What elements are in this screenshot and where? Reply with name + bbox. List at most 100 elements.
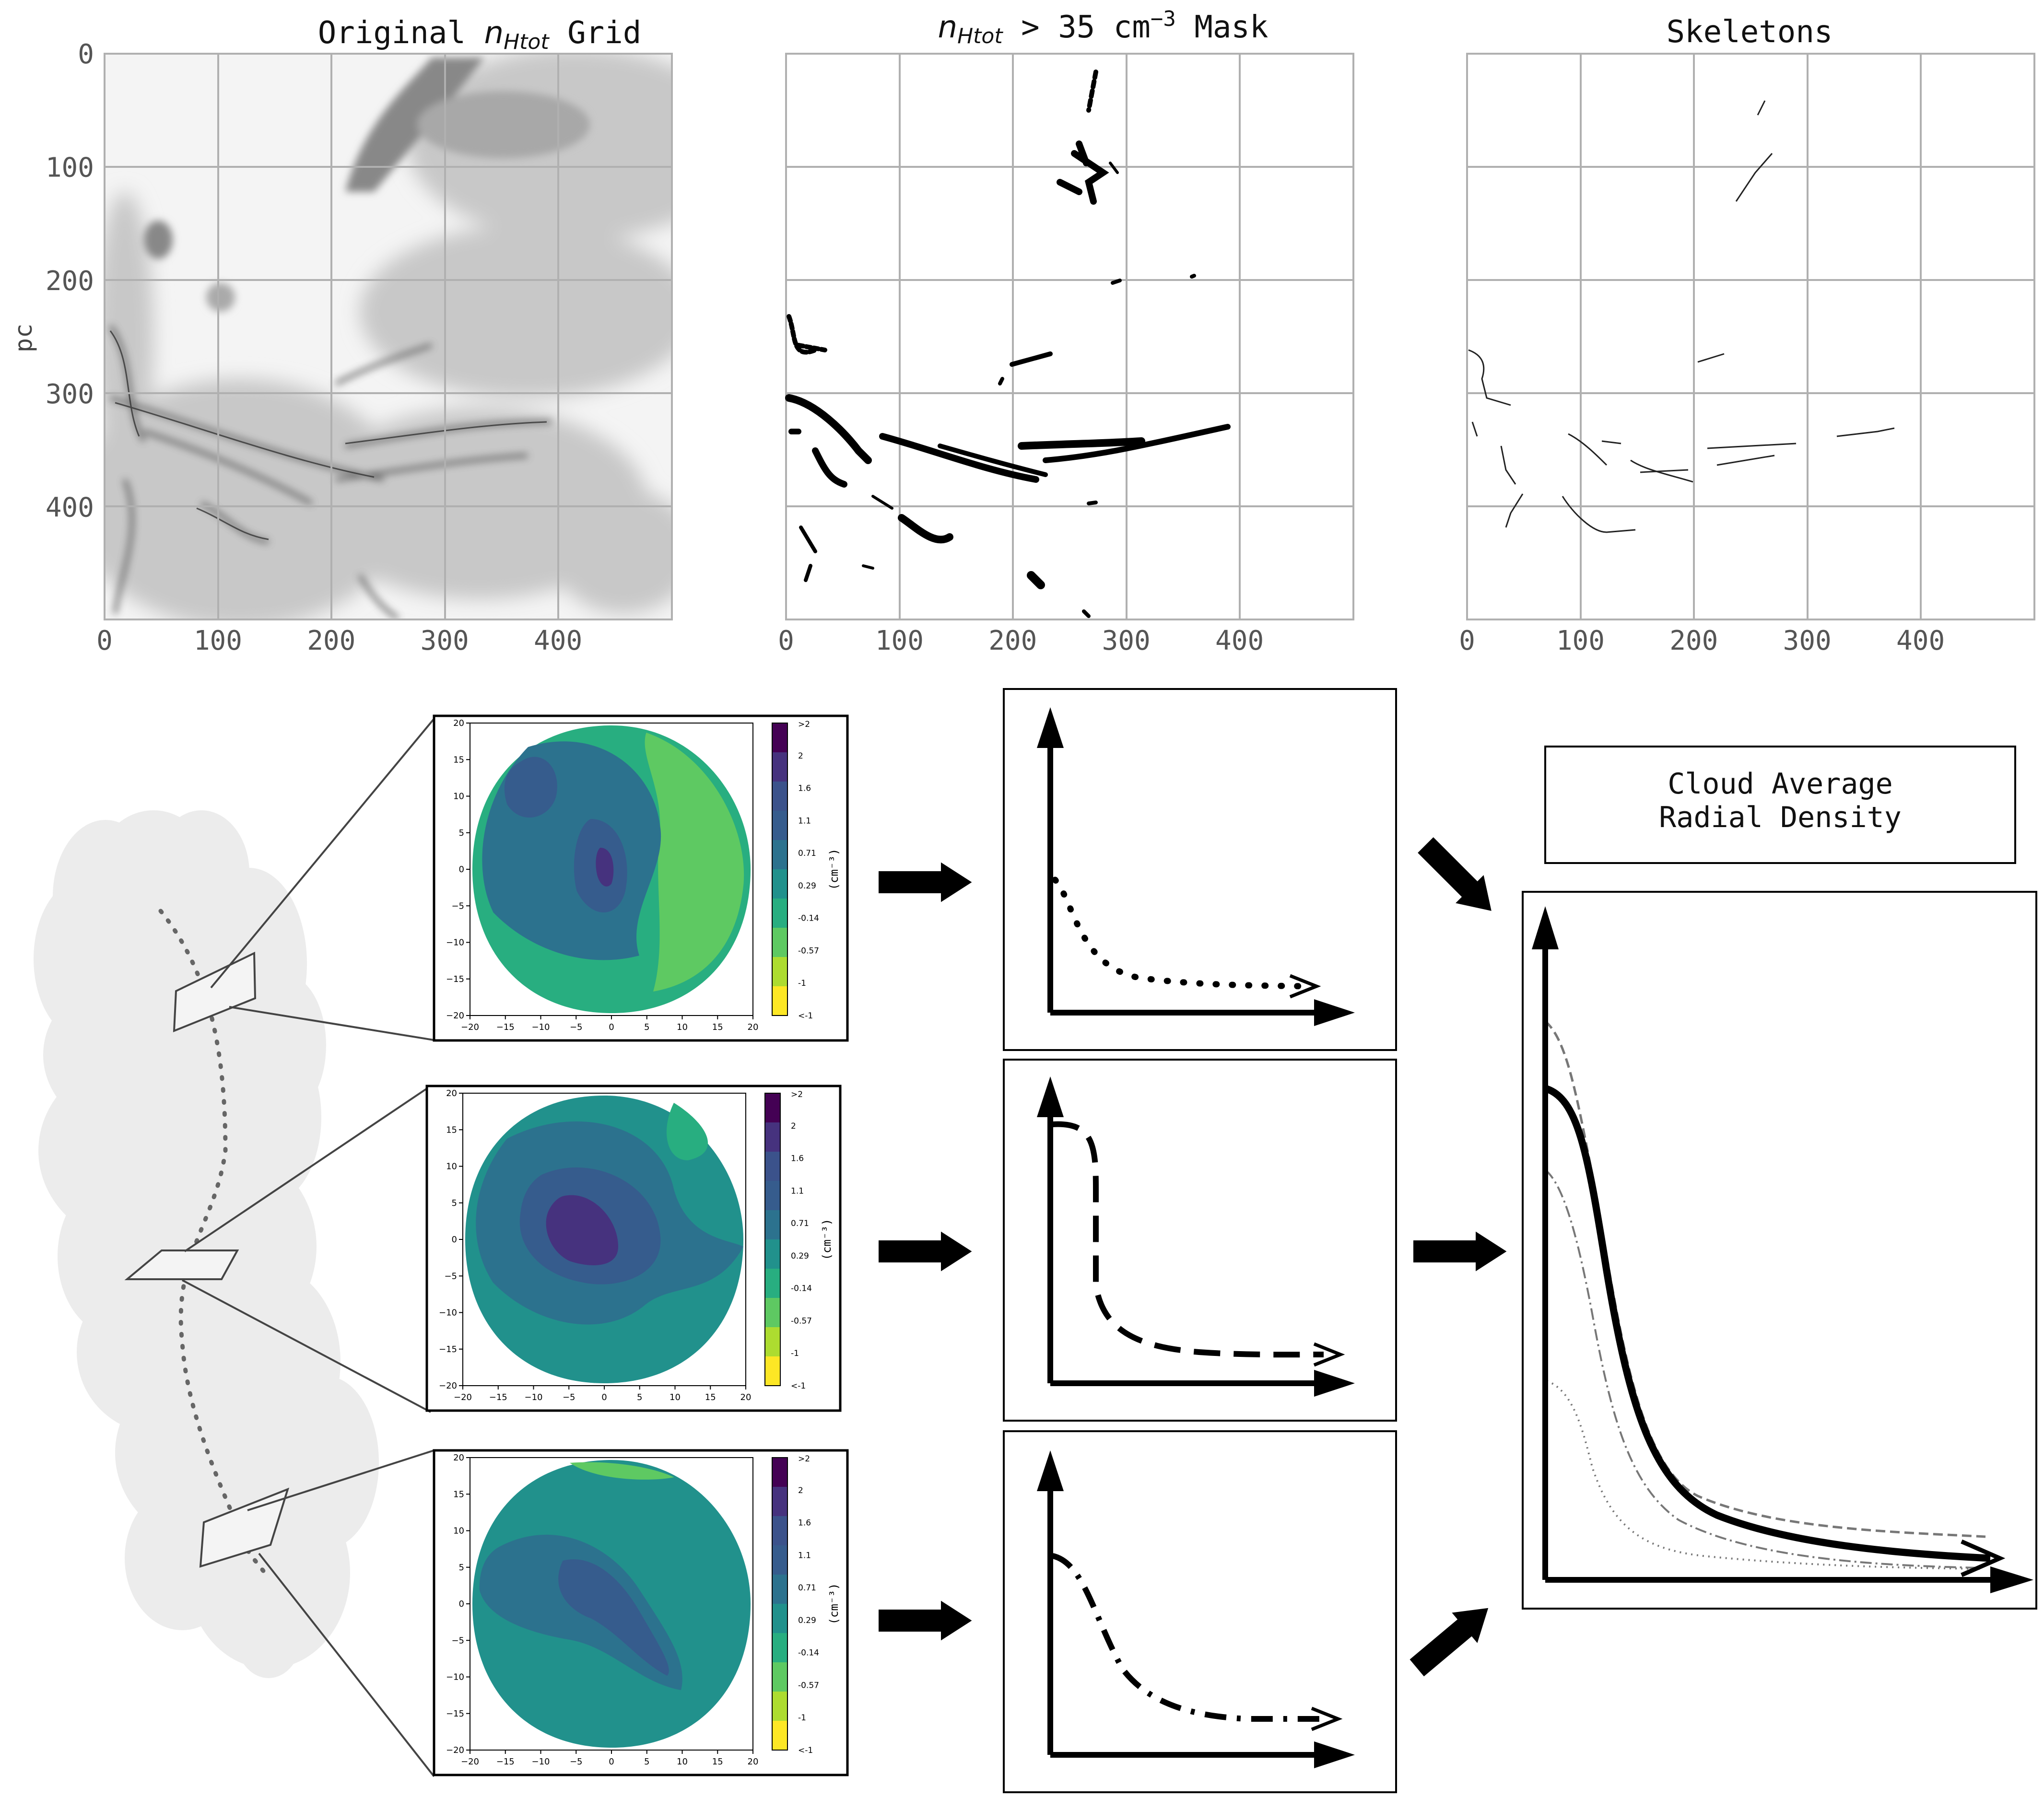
colorbar-swatch: [772, 957, 787, 987]
map-x-tick: 5: [644, 1022, 649, 1032]
profile-panel-dashed: [1003, 1059, 1397, 1422]
map-y-tick: 15: [446, 1125, 457, 1135]
x-tick-label: 0: [1459, 625, 1475, 656]
map-x-tick: 15: [705, 1392, 716, 1402]
map-y-tick: 20: [446, 1088, 457, 1098]
summary-label-line2: Radial Density: [1659, 801, 1902, 834]
colorbar-swatch: [772, 1458, 787, 1487]
map-y-tick: 20: [453, 718, 464, 728]
skeletons-image: [1468, 100, 1895, 533]
y-axis-label: pc: [10, 324, 37, 352]
x-tick-label: 300: [1783, 625, 1832, 656]
density-contour: [504, 757, 557, 818]
density-contour: [645, 733, 744, 992]
density-map-panel: −20 −15 −10 −5 0 5 10 15 20 20 15 10 5 0 −5 −10 −15 −20 >2…: [425, 1085, 842, 1412]
map-x-tick: −15: [489, 1392, 507, 1402]
map-y-tick: −15: [446, 1709, 464, 1719]
map-y-tick: −20: [446, 1011, 464, 1021]
map-x-tick: 20: [740, 1392, 752, 1402]
colorbar-tick: 2: [798, 1486, 803, 1495]
x-tick-label: 400: [1215, 625, 1264, 656]
map-y-tick: 10: [446, 1162, 457, 1172]
map-x-tick: 10: [677, 1022, 688, 1032]
arrow-right-icon: [877, 859, 975, 906]
mask-frame: [785, 53, 1354, 620]
colorbar-swatch: [765, 1152, 780, 1181]
slice-planes: [124, 951, 290, 1568]
colorbar-tick: -1: [791, 1349, 799, 1358]
profile-panel-dashdot: [1003, 1430, 1397, 1793]
y-tick-label: 400: [46, 492, 94, 524]
y-tick-label: 200: [46, 266, 94, 297]
skeletons-frame: [1466, 53, 2035, 620]
map-y-tick: 0: [459, 1599, 464, 1609]
arrow-right-icon: [877, 1597, 975, 1644]
colorbar-tick: 1.1: [798, 1551, 811, 1560]
colorbar-tick: -0.14: [798, 914, 819, 923]
y-tick-label: 300: [46, 379, 94, 410]
map-y-tick: −15: [439, 1344, 457, 1354]
radial-density-maps: −20 −15 −10 −5 0 5 10 15 2020151050−5−10−15−20>2…: [425, 714, 849, 1776]
colorbar-tick: -0.57: [798, 946, 819, 956]
colorbar-swatch: [772, 1692, 787, 1721]
original-grid-image: [105, 54, 672, 619]
map-x-tick: 5: [637, 1392, 642, 1402]
density-contour: [558, 1559, 669, 1676]
colorbar-tick: 0.29: [798, 1616, 816, 1625]
colorbar-swatch: [765, 1269, 780, 1298]
y-tick-label: 100: [46, 152, 94, 183]
map-y-tick: −20: [439, 1381, 457, 1391]
map-y-tick: −5: [444, 1271, 457, 1281]
map-y-tick: 0: [459, 864, 464, 875]
top-row-ticks: 0 100 200 300 400 0 100 200 300 400 0 100 200 300 400 0…: [46, 39, 1945, 656]
colorbar-tick: 1.1: [798, 816, 811, 826]
x-tick-label: 100: [875, 625, 924, 656]
x-tick-label: 300: [1102, 625, 1151, 656]
colorbar-swatch: [772, 811, 787, 841]
original-grid-title: Original nHtot Grid: [318, 15, 642, 54]
colorbar-swatch: [772, 1516, 787, 1546]
colorbar-tick: <-1: [798, 1011, 813, 1021]
original-grid-frame: [104, 53, 673, 620]
map-x-tick: 10: [677, 1757, 688, 1767]
colorbar-swatch: [772, 1487, 787, 1517]
arrow-right-icon: [1411, 1228, 1510, 1275]
skeletons-title: Skeletons: [1667, 14, 1833, 50]
colorbar-tick: 0.71: [798, 849, 816, 858]
map-x-tick: −10: [532, 1022, 550, 1032]
map-x-tick: −15: [496, 1757, 515, 1767]
density-map-panel: −20 −15 −10 −5 0 5 10 15 20 20 15 10 5 0 −5 −10 −15 −20 >2…: [433, 714, 849, 1042]
colorbar-label: (cm⁻³): [827, 849, 841, 890]
x-tick-label: 0: [96, 625, 113, 656]
map-x-tick: 10: [670, 1392, 681, 1402]
colorbar-tick: <-1: [798, 1746, 813, 1755]
map-y-tick: −10: [439, 1308, 457, 1318]
colorbar-tick: -1: [798, 1713, 806, 1723]
colorbar-tick: >2: [791, 1090, 803, 1099]
colorbar-swatch: [765, 1122, 780, 1152]
map-x-tick: −20: [454, 1392, 472, 1402]
colorbar-tick: -0.57: [791, 1316, 812, 1326]
colorbar-swatch: [765, 1239, 780, 1269]
density-contour: [546, 1195, 618, 1265]
map-x-tick: 20: [748, 1757, 759, 1767]
mask-title: nHtot > 35 cm−3 Mask: [938, 7, 1269, 48]
arrow-diag-up-icon: [1407, 1606, 1491, 1679]
map-y-tick: −5: [451, 901, 464, 911]
colorbar-swatch: [772, 752, 787, 782]
map-y-tick: −20: [446, 1745, 464, 1755]
map-y-tick: 5: [459, 1563, 464, 1573]
colorbar-tick: 0.29: [798, 881, 816, 891]
map-x-tick: 0: [609, 1022, 614, 1032]
map-y-tick: −5: [451, 1635, 464, 1646]
map-x-tick: 15: [712, 1022, 723, 1032]
colorbar-swatch: [772, 723, 787, 753]
colorbar-tick: -0.14: [791, 1284, 812, 1294]
colorbar-tick: >2: [798, 720, 810, 729]
colorbar-swatch: [772, 928, 787, 957]
colorbar-tick: 0.71: [791, 1219, 809, 1228]
colorbar-swatch: [765, 1210, 780, 1240]
map-x-tick: 15: [712, 1757, 723, 1767]
colorbar-swatch: [772, 782, 787, 811]
x-tick-label: 400: [1896, 625, 1945, 656]
